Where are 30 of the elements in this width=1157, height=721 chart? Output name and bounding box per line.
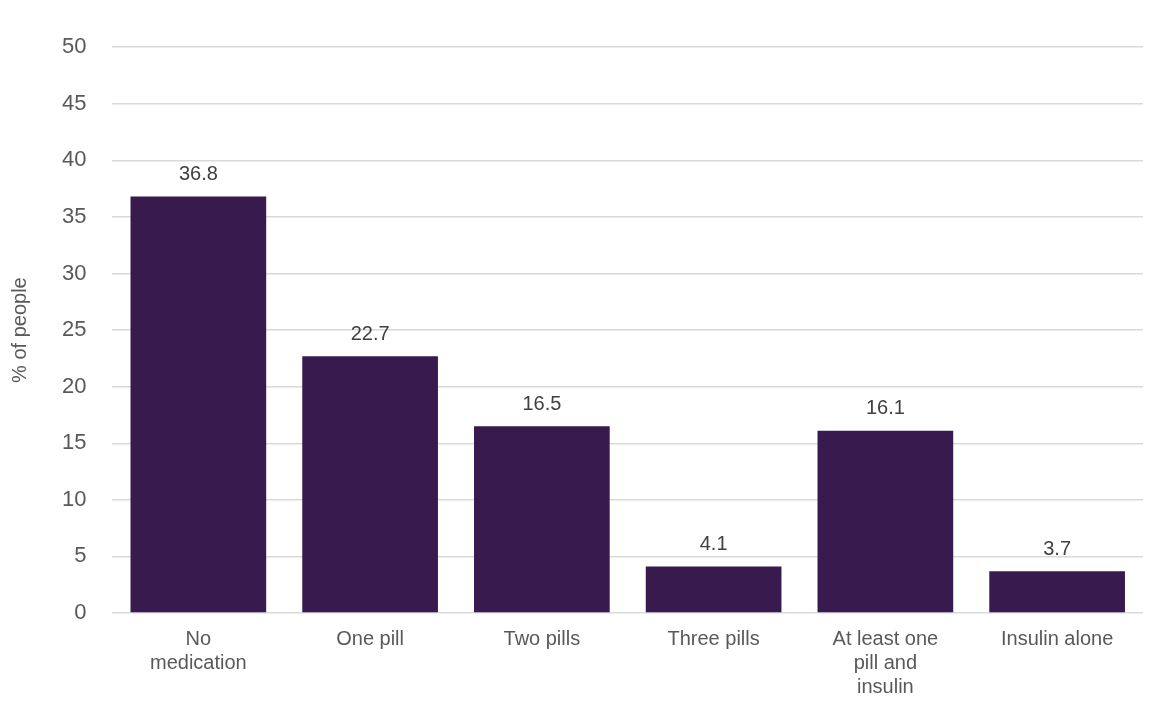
x-tick-label: At least one pill and insulin — [832, 626, 939, 697]
y-tick-label: 40 — [61, 146, 87, 172]
y-tick-label: 15 — [61, 429, 87, 455]
y-tick-label: 35 — [61, 203, 87, 228]
bar — [817, 430, 954, 613]
y-tick-label: 45 — [61, 89, 87, 115]
y-tick-label: 0 — [74, 599, 87, 625]
x-tick-label: Two pills — [503, 626, 581, 649]
data-label: 16.1 — [865, 396, 905, 419]
data-label: 22.7 — [350, 321, 390, 344]
y-tick-label: 25 — [61, 316, 87, 342]
y-tick-label: 30 — [61, 259, 87, 285]
y-tick-label: 20 — [61, 372, 87, 398]
y-axis-title: % of people — [7, 277, 30, 383]
x-tick-label: Insulin alone — [1000, 626, 1114, 649]
y-tick-label: 10 — [61, 485, 87, 511]
bar — [474, 426, 610, 613]
bar — [302, 356, 438, 613]
bar — [989, 571, 1125, 613]
y-tick-label: 50 — [61, 33, 87, 59]
bar — [645, 566, 782, 613]
x-tick-label: No medication — [149, 626, 247, 673]
bar — [130, 196, 267, 613]
data-label: 36.8 — [178, 162, 218, 185]
data-label: 3.7 — [1043, 536, 1072, 559]
data-label: 4.1 — [699, 532, 728, 555]
data-label: 16.5 — [522, 391, 562, 414]
x-tick-label: Three pills — [667, 626, 760, 649]
x-tick-label: One pill — [336, 626, 405, 649]
y-tick-label: 5 — [74, 542, 87, 568]
